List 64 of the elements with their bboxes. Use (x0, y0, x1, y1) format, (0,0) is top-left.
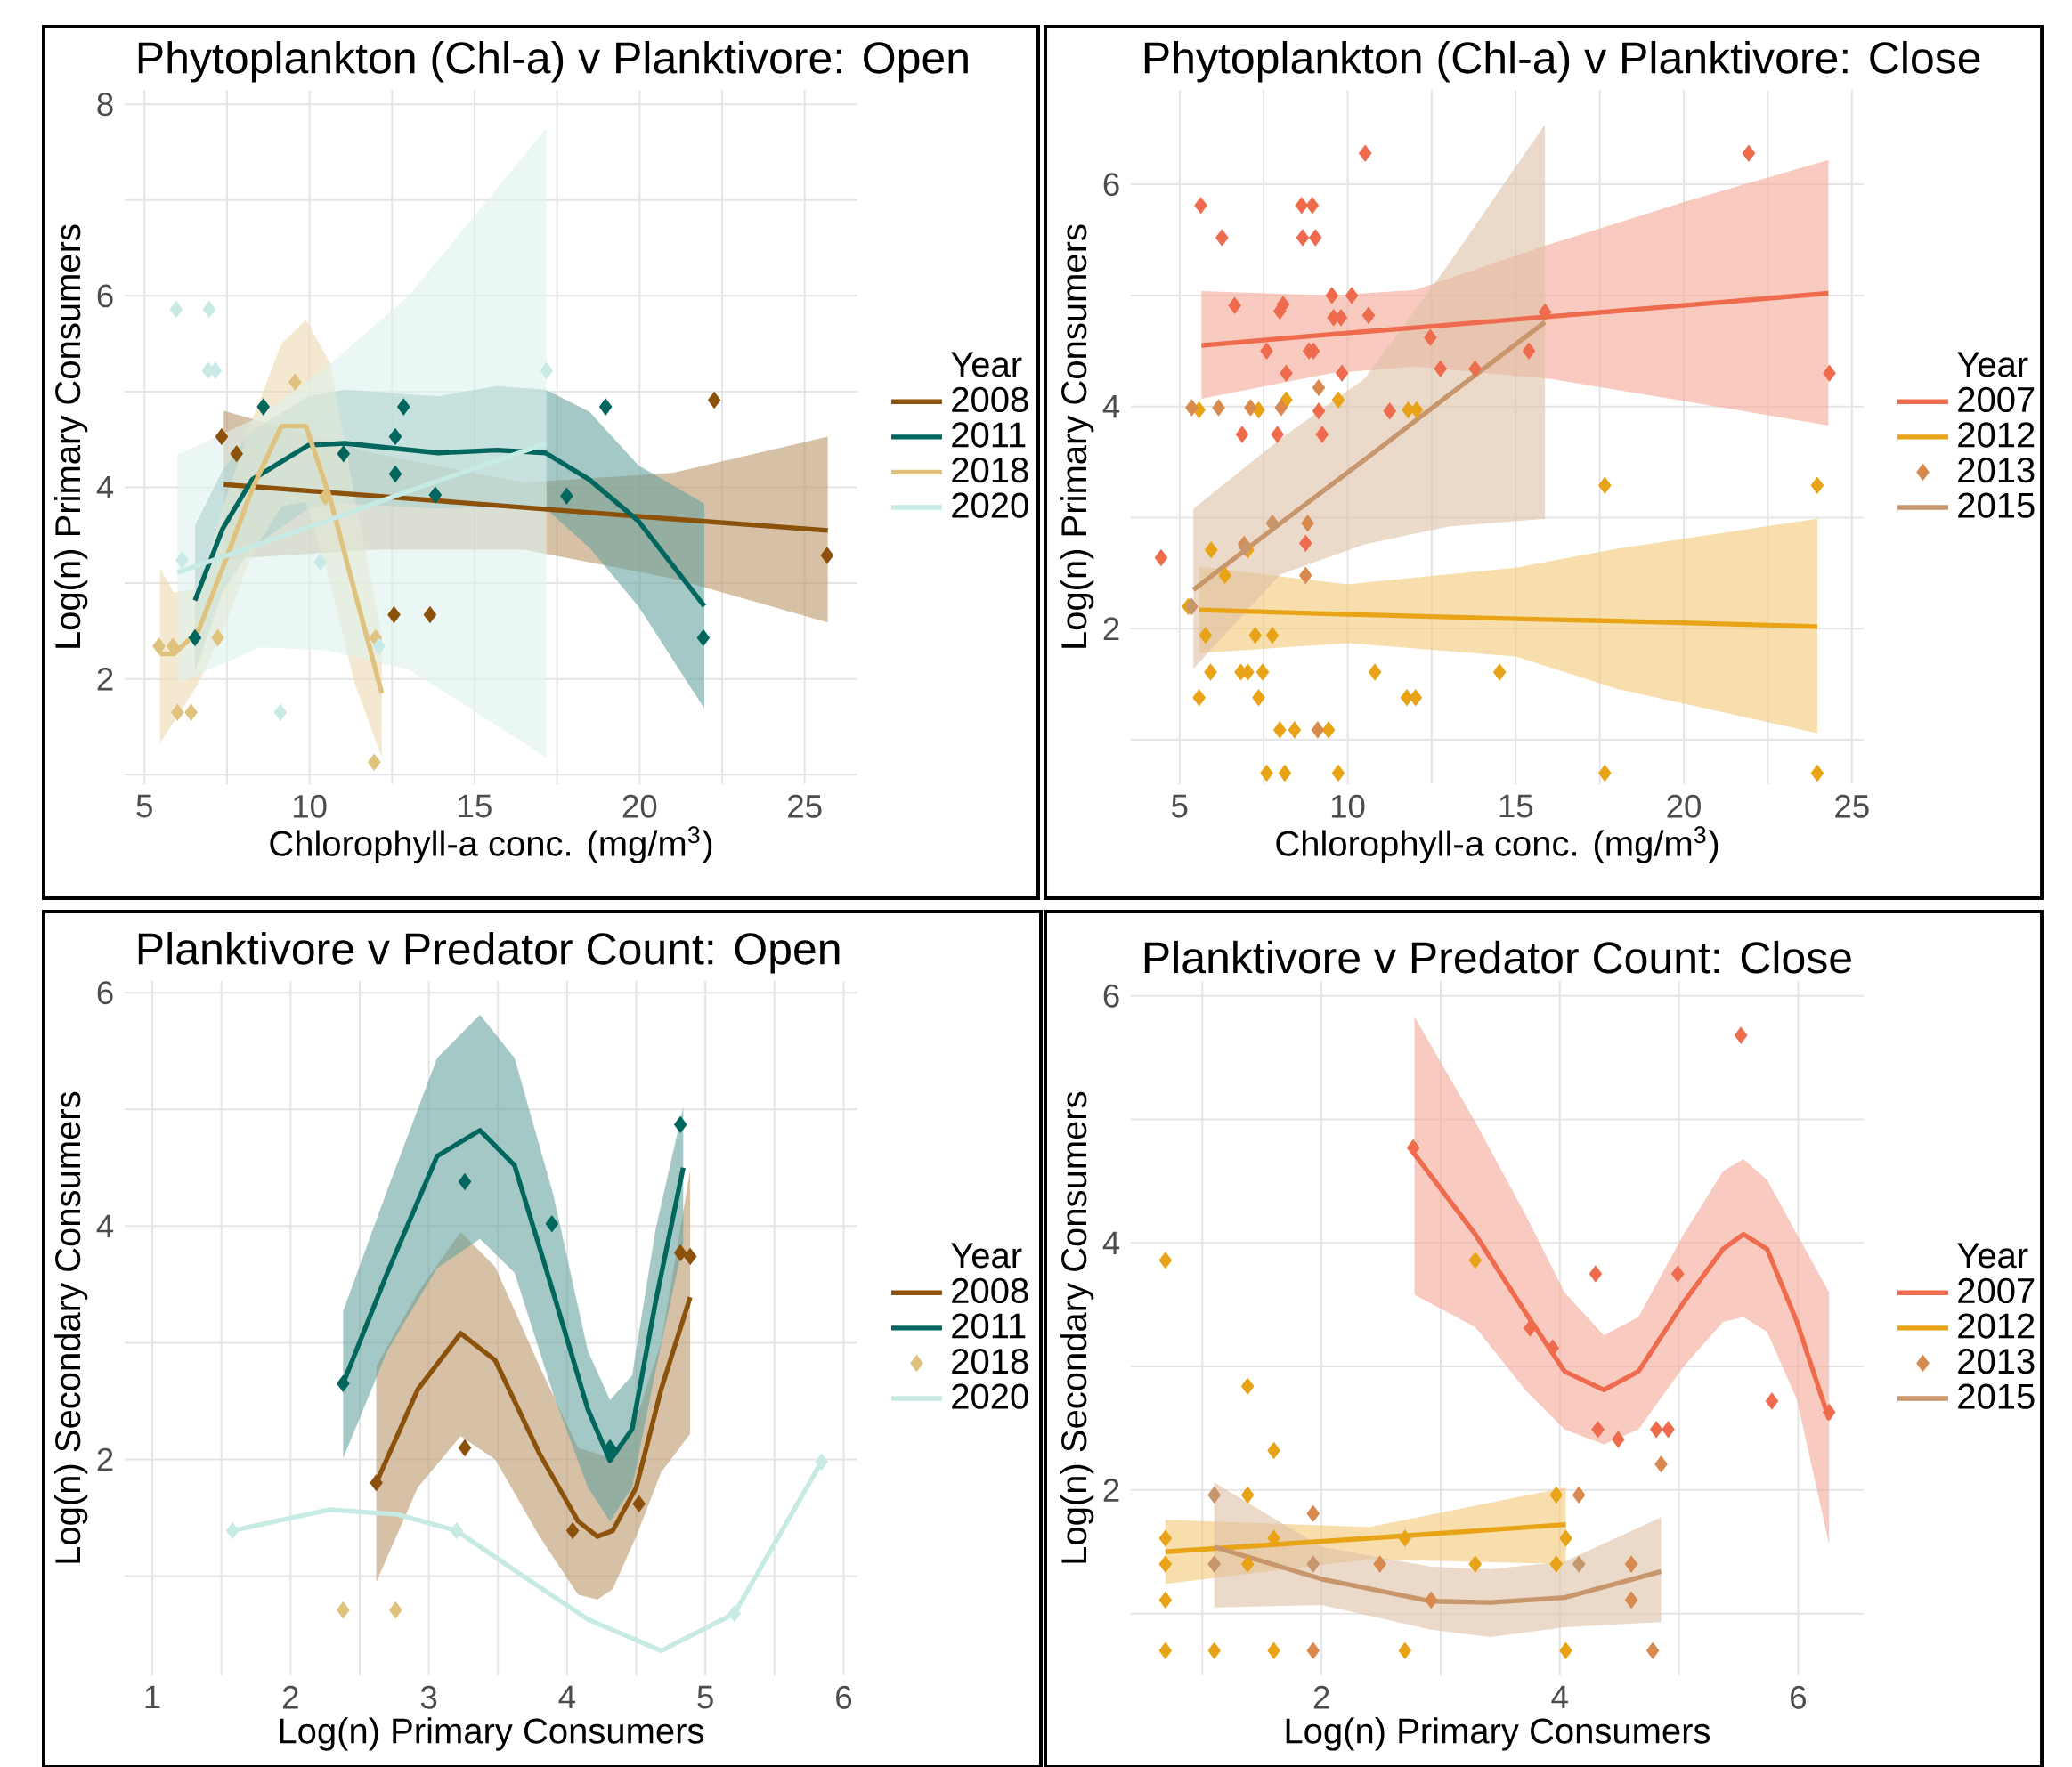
legend-label: 2008 (952, 386, 1028, 413)
x-tick-label: 25 (1835, 794, 1869, 818)
x-tick-label: 3 (420, 1685, 437, 1709)
x-tick-label: 5 (697, 1685, 713, 1709)
y-tick-label: 2 (97, 667, 113, 691)
legend-label: 2011 (952, 422, 1026, 448)
x-tick-label: 5 (1172, 794, 1188, 818)
x-tick-label: 10 (293, 794, 327, 818)
x-axis-title: Log(n) Primary Consumers (1286, 1717, 1710, 1751)
x-tick-label: 20 (1667, 794, 1701, 818)
legend-label: 2008 (952, 1277, 1028, 1304)
x-tick-label: 4 (558, 1685, 575, 1709)
legend-label: 2013 (1958, 1348, 2035, 1374)
x-axis-title: Chlorophyll-a conc. (mg/m$^{3}$) (270, 826, 712, 863)
x-tick-label: 15 (459, 794, 492, 818)
chart-title: Planktivore v Predator Count: Open (138, 931, 840, 974)
y-tick-label: 6 (1103, 173, 1119, 197)
y-tick-label: 2 (1103, 617, 1119, 641)
x-tick-label: 10 (1331, 794, 1365, 818)
y-axis-title: Log(n) Secondary Consumers (1060, 1091, 1094, 1563)
x-tick-label: 2 (282, 1685, 298, 1709)
legend-label: 2018 (952, 1348, 1028, 1374)
y-axis-title: Log(n) Primary Consumers (54, 224, 88, 648)
y-tick-label: 4 (1102, 1231, 1120, 1254)
x-tick-label: 5 (136, 794, 152, 818)
legend-title: Year (951, 352, 1022, 377)
legend-title: Year (951, 1243, 1022, 1269)
legend-label: 2015 (1958, 1383, 2035, 1409)
chart-title: Phytoplankton (Chl-a) v Planktivore: Close (1144, 40, 1980, 83)
y-tick-label: 8 (97, 93, 113, 117)
legend-label: 2018 (952, 457, 1028, 483)
y-tick-label: 2 (1103, 1479, 1119, 1502)
x-tick-label: 2 (1313, 1685, 1329, 1709)
x-tick-label: 25 (788, 794, 822, 818)
x-tick-label: 20 (622, 794, 657, 818)
legend-label: 2007 (1958, 386, 2035, 413)
x-tick-label: 4 (1551, 1685, 1568, 1709)
y-tick-label: 6 (97, 981, 113, 1005)
x-axis-title: Chlorophyll-a conc. (mg/m$^{3}$) (1276, 826, 1719, 863)
x-tick-label: 6 (1791, 1685, 1806, 1709)
x-tick-label: 6 (836, 1685, 852, 1709)
y-tick-label: 4 (96, 1214, 114, 1237)
legend-label: 2020 (952, 1383, 1028, 1409)
y-tick-label: 6 (97, 284, 113, 308)
legend-label: 2012 (1958, 422, 2035, 448)
legend-label: 2015 (1958, 492, 2035, 518)
chart-title: Phytoplankton (Chl-a) v Planktivore: Open (138, 40, 968, 83)
x-axis-title: Log(n) Primary Consumers (280, 1717, 704, 1751)
legend-label: 2007 (1958, 1277, 2035, 1304)
y-tick-label: 2 (97, 1447, 113, 1471)
y-axis-title: Log(n) Secondary Consumers (54, 1091, 88, 1563)
x-tick-label: 1 (145, 1685, 160, 1709)
legend-title: Year (1957, 352, 2028, 377)
y-tick-label: 4 (1102, 395, 1120, 418)
legend-label: 2011 (952, 1313, 1026, 1339)
legend-label: 2012 (1958, 1313, 2035, 1339)
x-tick-label: 15 (1499, 794, 1533, 818)
y-tick-label: 4 (96, 475, 114, 499)
y-axis-title: Log(n) Primary Consumers (1060, 224, 1094, 648)
legend-title: Year (1957, 1243, 2028, 1269)
y-tick-label: 6 (1103, 984, 1119, 1008)
chart-title: Planktivore v Predator Count: Close (1144, 940, 1851, 974)
legend-label: 2020 (952, 492, 1028, 518)
legend-label: 2013 (1958, 457, 2035, 483)
